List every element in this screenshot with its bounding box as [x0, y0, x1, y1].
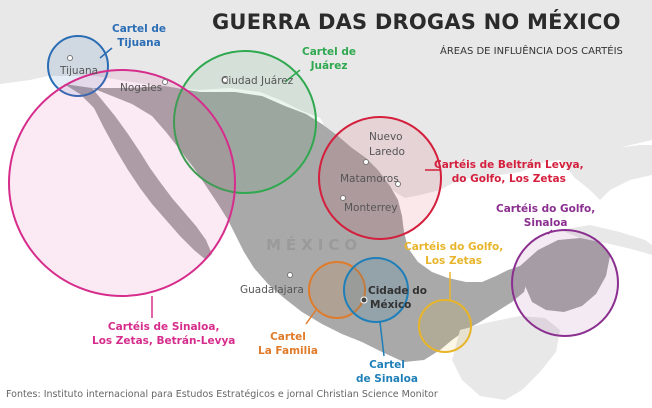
label-cartel-yucatan: Cartéis do Golfo, Sinaloa	[496, 203, 596, 229]
city-label-juarez: Ciudad Juárez	[221, 75, 294, 87]
circle-tijuana	[47, 35, 109, 97]
label-cartel-sinaloa-small: Cartel de Sinaloa	[356, 359, 418, 385]
city-label-mexico: México	[370, 299, 412, 311]
leader-yucatan	[547, 229, 553, 235]
city-dot-tijuana	[67, 55, 73, 61]
circle-juarez	[173, 50, 317, 194]
label-cartel-south: Cartéis do Golfo, Los Zetas	[404, 241, 504, 267]
city-label-tijuana: Tijuana	[60, 65, 99, 77]
label-cartel-tijuana: Cartel de Tijuana	[112, 23, 167, 49]
page-subtitle: ÁREAS DE INFLUÊNCIA DOS CARTÉIS	[440, 46, 623, 57]
city-label-nogales: Nogales	[120, 82, 163, 94]
circle-northeast	[318, 116, 442, 240]
city-dot-nogales	[162, 79, 168, 85]
central-america	[452, 316, 560, 400]
label-cartel-juarez: Cartel de Juárez	[302, 46, 357, 72]
leader-tijuana	[99, 47, 113, 59]
circle-south	[418, 299, 472, 353]
city-dot-matamoros	[395, 181, 401, 187]
leader-juarez	[284, 69, 301, 83]
label-cartel-sinaloa-big: Cartéis de Sinaloa, Los Zetas, Betrán-Lev…	[92, 321, 236, 347]
city-label-matamoros: Matamoros	[340, 173, 399, 185]
circle-sinaloa-small	[343, 257, 409, 323]
label-cartel-northeast: Cartéis de Beltrán Levya, do Golfo, Los Z…	[434, 159, 584, 185]
city-label-monterrey: Monterrey	[344, 202, 398, 214]
label-cartel-familia: Cartel La Familia	[258, 331, 318, 357]
circle-yucatan	[511, 229, 619, 337]
circle-familia	[308, 261, 366, 319]
page-title: GUERRA DAS DROGAS NO MÉXICO	[212, 10, 621, 34]
city-dot-monterrey	[340, 195, 346, 201]
source-note: Fontes: Instituto internacional para Est…	[6, 389, 438, 400]
city-dot-laredo	[363, 159, 369, 165]
city-label-cidade-do: Cidade do	[368, 285, 427, 297]
leader-sinaloa-small	[379, 321, 385, 357]
baja-california	[64, 84, 212, 260]
city-dot-guadalajara	[287, 272, 293, 278]
circle-sinaloa-big	[8, 69, 236, 297]
country-label: MÉXICO	[266, 236, 363, 254]
city-dot-juarez	[222, 77, 228, 83]
city-label-nuevo: Nuevo	[369, 131, 403, 143]
yucatan-peninsula	[520, 238, 610, 312]
usa-landmass	[0, 0, 652, 198]
city-dot-mexico-city	[360, 296, 368, 304]
city-label-guadalajara: Guadalajara	[240, 284, 304, 296]
leader-familia	[305, 309, 317, 325]
florida-landmass	[560, 145, 652, 200]
city-label-laredo: Laredo	[369, 146, 405, 158]
mexico-mainland	[92, 86, 528, 362]
